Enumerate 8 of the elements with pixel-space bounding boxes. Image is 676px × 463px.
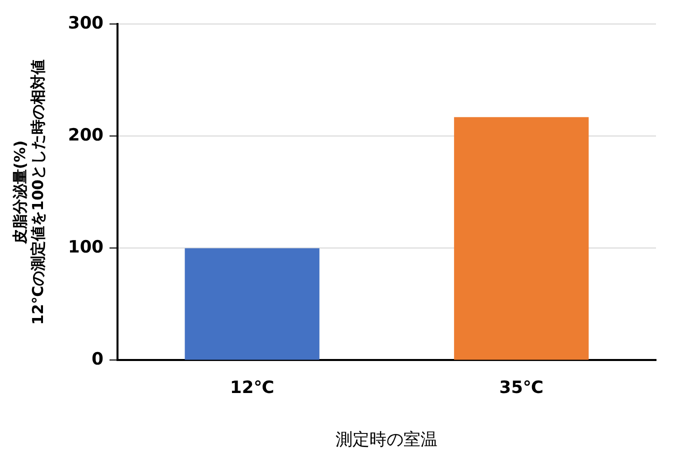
x-axis-title: 測定時の室温: [336, 430, 438, 450]
y-tick-label: 200: [68, 126, 104, 146]
y-tick-label: 300: [68, 14, 104, 34]
x-tick-label: 12℃: [230, 378, 274, 398]
y-tick-label: 100: [68, 238, 104, 258]
x-tick-label: 35℃: [499, 378, 544, 398]
y-axis-title: 皮脂分泌量(%) 12℃の測定値を100とした時の相対値: [10, 60, 47, 325]
y-tick-label: 0: [92, 350, 104, 370]
